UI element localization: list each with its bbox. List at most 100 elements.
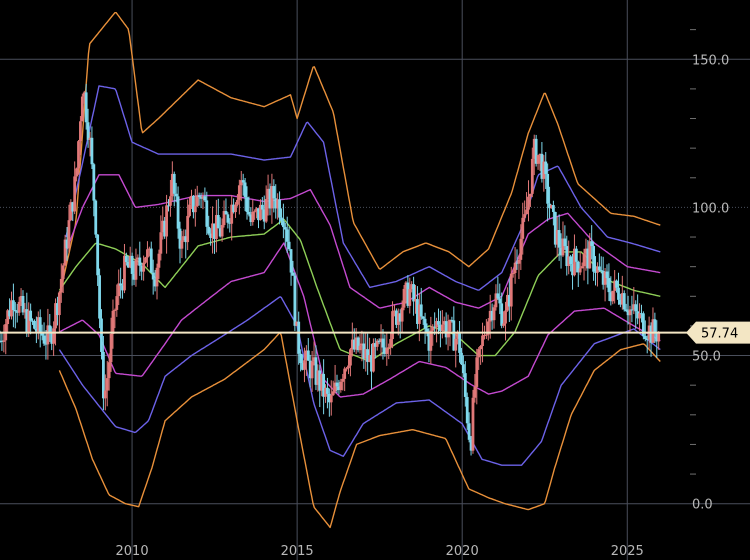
- candle-body: [414, 299, 417, 302]
- candle-body: [521, 217, 525, 239]
- candle-body: [504, 310, 507, 324]
- candle-body: [59, 278, 63, 293]
- candle-body: [366, 349, 370, 363]
- band-line-4: [59, 242, 661, 398]
- candle-body: [299, 353, 303, 364]
- candle-body: [63, 239, 67, 266]
- candle-body: [542, 161, 546, 179]
- candle-body: [46, 325, 50, 345]
- candle-body: [488, 310, 492, 322]
- candle-body: [287, 241, 291, 250]
- candle-body: [12, 300, 15, 310]
- candlestick-series: [0, 83, 661, 456]
- candle-body: [117, 283, 121, 297]
- candle-body: [435, 321, 438, 328]
- candle-body: [310, 361, 314, 379]
- candle-body: [588, 241, 592, 269]
- x-tick-label-2025: 2025: [611, 544, 644, 559]
- candle-body: [278, 199, 281, 218]
- candle-body: [314, 357, 318, 385]
- candle-body: [446, 331, 450, 338]
- candle-body: [525, 209, 528, 215]
- candle-body: [170, 173, 174, 197]
- candle-body: [111, 310, 115, 335]
- candle-body: [643, 336, 647, 340]
- candle-body: [406, 282, 410, 306]
- candle-body: [619, 299, 622, 305]
- candle-body: [163, 220, 167, 237]
- candle-body: [33, 320, 36, 329]
- candle-body: [341, 378, 345, 382]
- candle-body: [232, 204, 236, 213]
- candle-body: [498, 298, 502, 304]
- candle-body: [264, 199, 268, 222]
- candle-body: [565, 246, 569, 266]
- candle-body: [538, 153, 542, 156]
- candle-body: [515, 262, 519, 264]
- candle-body: [266, 188, 270, 200]
- candle-body: [82, 92, 86, 97]
- candle-body: [272, 186, 276, 199]
- candle-body: [398, 313, 402, 322]
- candle-body: [174, 193, 178, 197]
- current-price-badge: 57.74: [686, 321, 750, 344]
- candle-body: [100, 318, 103, 352]
- candle-body: [450, 319, 454, 321]
- candle-body: [17, 301, 21, 313]
- candle-body: [335, 382, 339, 387]
- candle-body: [584, 248, 588, 254]
- candle-body: [318, 370, 322, 391]
- candle-body: [433, 326, 437, 328]
- candle-body: [283, 227, 287, 230]
- candle-body: [456, 332, 460, 339]
- candle-body: [345, 368, 348, 370]
- candle-body: [86, 122, 90, 140]
- candle-body: [121, 285, 124, 291]
- candle-body: [634, 304, 638, 312]
- candle-body: [115, 296, 119, 310]
- candle-body: [559, 247, 563, 256]
- candle-body: [506, 294, 509, 311]
- candle-body: [186, 215, 190, 243]
- candle-body: [155, 267, 159, 287]
- candle-body: [176, 196, 180, 229]
- candle-body: [207, 226, 211, 234]
- candle-body: [645, 339, 649, 341]
- candle-body: [371, 343, 375, 372]
- candle-body: [617, 287, 620, 300]
- candle-body: [79, 121, 82, 142]
- candle-body: [327, 393, 331, 403]
- candle-body: [599, 270, 603, 272]
- candle-body: [607, 278, 611, 293]
- candle-body: [184, 236, 188, 243]
- candle-body: [249, 214, 253, 223]
- candle-body: [381, 338, 385, 348]
- candle-body: [448, 319, 452, 332]
- candle-body: [605, 271, 609, 279]
- candle-body: [44, 343, 48, 345]
- y-axis-tick-labels: 0.0 50.0 100.0 150.0: [692, 53, 729, 512]
- candle-body: [239, 180, 243, 186]
- candle-body: [408, 289, 412, 306]
- candle-body: [383, 347, 387, 354]
- candle-body: [391, 311, 394, 340]
- candle-body: [119, 283, 123, 286]
- candle-body: [96, 234, 100, 276]
- candle-body: [236, 199, 239, 205]
- band-line-5: [58, 296, 661, 466]
- candle-body: [107, 362, 111, 379]
- candle-body: [546, 173, 550, 204]
- candle-body: [410, 284, 414, 290]
- candle-body: [465, 396, 469, 424]
- candle-body: [84, 92, 88, 123]
- candle-body: [257, 208, 260, 221]
- candle-body: [19, 296, 23, 302]
- candle-body: [496, 293, 500, 299]
- candle-body: [103, 390, 107, 399]
- candle-body: [23, 309, 27, 313]
- current-price-badge-shape: [686, 321, 750, 344]
- candle-body: [237, 185, 241, 200]
- candle-body: [316, 370, 320, 385]
- candle-body: [594, 271, 597, 273]
- candle-body: [276, 199, 280, 209]
